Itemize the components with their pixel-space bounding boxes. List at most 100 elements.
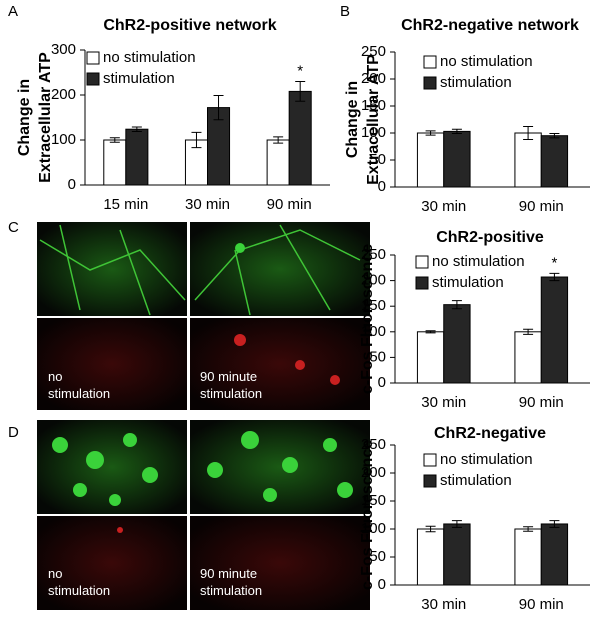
legend-swatch xyxy=(423,474,437,488)
chart-title: ChR2-positive network xyxy=(103,17,276,34)
y-tick-label: 100 xyxy=(361,520,386,537)
bar xyxy=(443,523,471,586)
bar xyxy=(540,276,569,384)
y-axis-label: Extracellular ATP xyxy=(37,52,54,183)
bar xyxy=(443,130,471,188)
axes xyxy=(84,50,330,186)
bar xyxy=(416,331,445,384)
legend-swatch xyxy=(415,276,429,290)
neurites xyxy=(39,224,361,316)
image-label: 90 minute stimulation xyxy=(200,369,262,401)
y-tick-label: 100 xyxy=(361,323,386,340)
y-axis-label: Change in xyxy=(344,81,361,158)
error-bar xyxy=(451,520,462,528)
legend-label: no stimulation xyxy=(440,451,533,468)
error-bar xyxy=(131,126,142,132)
x-tick-label: 90 min xyxy=(267,196,312,213)
error-bar xyxy=(295,81,306,102)
bar xyxy=(416,528,445,586)
bar xyxy=(540,135,569,188)
y-tick-label: 0 xyxy=(378,178,386,195)
y-tick-label: 50 xyxy=(369,348,386,365)
y-tick-label: 0 xyxy=(378,576,386,593)
bar xyxy=(540,523,569,586)
legend-swatch xyxy=(423,55,437,69)
error-bar xyxy=(549,520,560,528)
error-bar xyxy=(425,330,436,334)
panel-label: B xyxy=(340,3,350,20)
y-tick-label: 150 xyxy=(361,97,386,114)
y-tick-label: 250 xyxy=(361,436,386,453)
micrographs xyxy=(37,222,370,610)
x-tick-label: 30 min xyxy=(421,394,466,411)
error-bar xyxy=(213,94,224,121)
y-tick-label: 150 xyxy=(361,297,386,314)
error-bar xyxy=(425,130,436,136)
y-tick-label: 0 xyxy=(68,176,76,193)
x-tick-label: 15 min xyxy=(103,196,148,213)
bar xyxy=(103,139,127,186)
legend-label: no stimulation xyxy=(103,49,196,66)
y-tick-label: 200 xyxy=(361,70,386,87)
y-tick-label: 200 xyxy=(361,272,386,289)
legend-swatch xyxy=(86,72,100,86)
panel-label: C xyxy=(8,219,19,236)
chart-title: ChR2-negative network xyxy=(401,17,579,34)
error-bar xyxy=(425,525,436,533)
image-label: no stimulation xyxy=(48,369,110,401)
bar xyxy=(266,139,290,186)
legend-swatch xyxy=(415,255,429,269)
legend-swatch xyxy=(86,51,100,65)
annotation: * xyxy=(297,62,303,79)
bar xyxy=(125,128,149,186)
x-tick-label: 30 min xyxy=(421,198,466,215)
cells xyxy=(117,334,340,533)
bar xyxy=(416,132,445,188)
legend-label: stimulation xyxy=(440,74,512,91)
y-axis-label: Extracellular ATP xyxy=(365,54,382,185)
x-tick-label: 30 min xyxy=(421,596,466,613)
error-bar xyxy=(109,137,120,143)
chart-title: ChR2-negative xyxy=(434,425,546,442)
axes xyxy=(394,255,590,384)
image-label: 90 minute stimulation xyxy=(200,566,262,598)
legend-label: no stimulation xyxy=(432,253,525,270)
legend-label: no stimulation xyxy=(440,53,533,70)
annotation: * xyxy=(551,254,557,271)
y-tick-label: 300 xyxy=(51,41,76,58)
bar xyxy=(514,528,542,586)
y-tick-label: 150 xyxy=(361,492,386,509)
y-tick-label: 250 xyxy=(361,246,386,263)
axes xyxy=(394,445,590,586)
y-tick-label: 50 xyxy=(369,548,386,565)
image xyxy=(37,222,187,316)
error-bar xyxy=(523,526,534,532)
x-tick-label: 90 min xyxy=(519,596,564,613)
error-bar xyxy=(451,300,462,310)
axes xyxy=(394,52,590,188)
image xyxy=(190,318,370,410)
image xyxy=(37,516,187,610)
error-bar xyxy=(549,272,560,282)
y-axis-label: c-Fos Fluorescence xyxy=(359,244,376,394)
bar xyxy=(443,304,471,384)
y-axis-label: c-Fos Fluorescence xyxy=(359,440,376,590)
image xyxy=(37,318,187,410)
cells xyxy=(52,243,353,506)
error-bar xyxy=(451,128,462,135)
error-bar xyxy=(273,136,284,144)
image-label: no stimulation xyxy=(48,566,110,598)
y-axis-label: Change in xyxy=(16,79,33,156)
image xyxy=(190,516,370,610)
image xyxy=(190,222,370,316)
y-tick-label: 200 xyxy=(361,464,386,481)
panel-label: D xyxy=(8,424,19,441)
y-tick-label: 250 xyxy=(361,43,386,60)
panel-label: A xyxy=(8,3,18,20)
bar xyxy=(288,90,312,186)
legend-label: stimulation xyxy=(440,472,512,489)
legend-label: stimulation xyxy=(432,274,504,291)
error-bar xyxy=(523,328,534,335)
legend-swatch xyxy=(423,76,437,90)
x-tick-label: 90 min xyxy=(519,394,564,411)
